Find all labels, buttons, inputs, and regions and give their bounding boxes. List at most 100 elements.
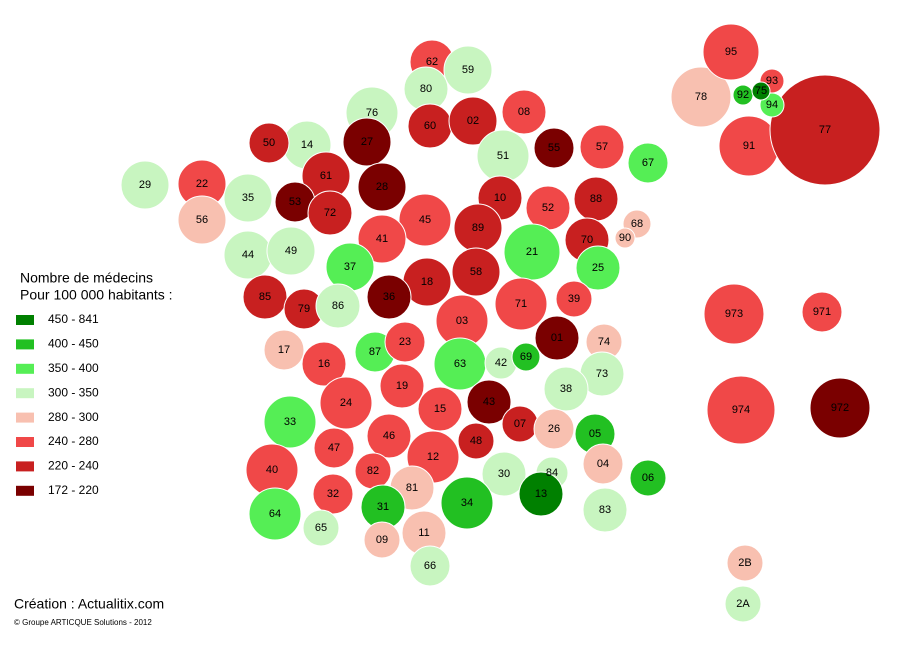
department-code: 06	[642, 472, 654, 484]
department-code: 46	[383, 430, 395, 442]
department-code: 45	[419, 214, 431, 226]
legend: 450 - 841 400 - 450 350 - 400 300 - 350 280 …	[16, 312, 99, 497]
department-code: 79	[298, 303, 310, 315]
department-code: 42	[495, 357, 507, 369]
legend-label: 300 - 350	[48, 385, 99, 399]
department-code: 92	[737, 89, 749, 101]
department-code: 91	[743, 140, 755, 152]
department-code: 10	[494, 192, 506, 204]
department-code: 03	[456, 315, 468, 327]
department-code: 62	[426, 56, 438, 68]
department	[242, 274, 288, 320]
department-code: 78	[695, 91, 707, 103]
department	[466, 379, 512, 425]
department-code: 94	[766, 99, 778, 111]
department	[443, 45, 493, 95]
department	[457, 422, 495, 460]
department-code: 08	[518, 106, 530, 118]
legend-swatch	[16, 437, 34, 447]
department-code: 972	[831, 402, 849, 414]
legend-label: 350 - 400	[48, 361, 99, 375]
department-code: 23	[399, 336, 411, 348]
department	[543, 366, 589, 412]
department	[724, 585, 762, 623]
department-code: 86	[332, 300, 344, 312]
legend-title: Pour 100 000 habitants :	[20, 287, 173, 303]
copyright: © Groupe ARTICQUE Solutions - 2012	[14, 618, 152, 627]
legend-swatch	[16, 363, 34, 374]
department-code: 32	[327, 488, 339, 500]
department-code: 50	[263, 137, 275, 149]
department-code: 63	[454, 358, 466, 370]
department-code: 21	[526, 246, 538, 258]
department	[579, 124, 625, 170]
department-code: 59	[462, 64, 474, 76]
department-code: 48	[470, 435, 482, 447]
department	[534, 315, 580, 361]
department-code: 58	[470, 266, 482, 278]
department-code: 70	[581, 234, 593, 246]
department	[702, 23, 760, 81]
department	[248, 122, 290, 164]
department-code: 36	[383, 291, 395, 303]
department	[582, 487, 628, 533]
department	[481, 451, 527, 497]
department-code: 85	[259, 291, 271, 303]
legend-label: 450 - 841	[48, 312, 99, 326]
department-code: 83	[599, 504, 611, 516]
legend-label: 220 - 240	[48, 459, 99, 473]
legend-label: 172 - 220	[48, 483, 99, 497]
department	[533, 408, 575, 450]
department	[398, 193, 452, 247]
department-code: 26	[548, 423, 560, 435]
department-code: 55	[548, 142, 560, 154]
department-code: 76	[366, 107, 378, 119]
department-code: 95	[725, 46, 737, 58]
department-code: 14	[301, 139, 313, 151]
department	[518, 471, 564, 517]
department-code: 971	[813, 306, 831, 318]
department-code: 15	[434, 403, 446, 415]
department	[670, 66, 732, 128]
department	[177, 195, 227, 245]
department	[451, 247, 501, 297]
department	[357, 214, 407, 264]
department	[307, 190, 353, 236]
legend-title: Nombre de médecins	[20, 270, 153, 286]
department-code: 93	[766, 75, 778, 87]
department	[629, 459, 667, 497]
department	[582, 443, 624, 485]
department	[614, 227, 636, 249]
department-code: 11	[418, 527, 429, 539]
department-code: 52	[542, 202, 554, 214]
department-code: 88	[590, 193, 602, 205]
department-code: 90	[619, 232, 631, 244]
department-code: 87	[369, 346, 381, 358]
department	[501, 89, 547, 135]
department-code: 56	[196, 214, 208, 226]
department-code: 64	[269, 508, 281, 520]
department	[223, 173, 273, 223]
department	[248, 487, 302, 541]
department-code: 973	[725, 308, 743, 320]
department-code: 33	[284, 416, 296, 428]
department-code: 68	[631, 218, 643, 230]
department	[726, 544, 764, 582]
department	[751, 81, 771, 101]
department-code: 82	[367, 465, 379, 477]
department-code: 51	[497, 150, 509, 162]
department-code: 12	[427, 451, 439, 463]
department-code: 65	[315, 522, 327, 534]
department-code: 19	[396, 380, 408, 392]
department-code: 2B	[738, 557, 751, 569]
legend-label: 240 - 280	[48, 434, 99, 448]
legend-swatch	[16, 339, 34, 350]
department-code: 18	[421, 276, 433, 288]
department	[801, 291, 843, 333]
legend-swatch	[16, 388, 34, 399]
department	[575, 245, 621, 291]
department-code: 24	[340, 397, 352, 409]
legend-swatch	[16, 485, 34, 496]
department-code: 35	[242, 192, 254, 204]
